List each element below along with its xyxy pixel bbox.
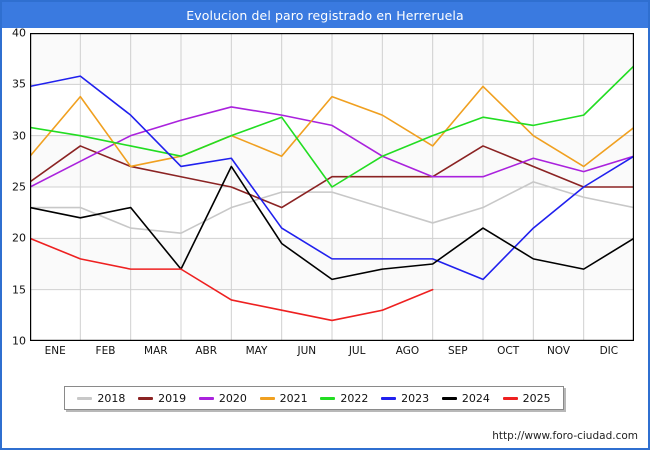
- y-axis-tick-label: 40: [12, 26, 26, 40]
- legend-label-2022: 2022: [340, 391, 369, 405]
- y-axis-tick-label: 35: [12, 77, 26, 91]
- legend-swatch-2025: [502, 396, 518, 400]
- legend-swatch-2021: [259, 396, 275, 400]
- page-title: Evolucion del paro registrado en Herreru…: [186, 7, 464, 23]
- legend-swatch-2023: [381, 396, 397, 400]
- y-axis-tick-label: 15: [12, 283, 26, 297]
- x-axis-tick-label-ene: ENE: [44, 345, 66, 357]
- legend-item-2018[interactable]: 2018: [77, 392, 125, 405]
- line-chart-svg: [30, 33, 634, 341]
- y-axis: 10 15 20 25 30 35 40: [2, 26, 28, 348]
- legend-swatch-2020: [198, 396, 214, 400]
- y-axis-tick-label: 10: [12, 334, 26, 348]
- x-axis-tick-label-ago: AGO: [395, 345, 420, 357]
- x-axis-tick-label-nov: NOV: [546, 345, 571, 357]
- legend-swatch-2024: [441, 396, 457, 400]
- y-axis-tick-label: 20: [12, 231, 26, 245]
- plot-area: [30, 33, 634, 341]
- window-title-bar: Evolucion del paro registrado en Herreru…: [2, 2, 648, 28]
- chart-legend: 2018 2019 2020 2021 2022 2023 2024 2025: [64, 386, 564, 410]
- series-line-2021: [30, 85, 634, 168]
- legend-label-2024: 2024: [461, 391, 490, 405]
- x-axis-tick-label-jul: JUL: [348, 345, 366, 357]
- x-axis-tick-label-may: MAY: [245, 345, 268, 357]
- x-axis-tick-label-feb: FEB: [95, 345, 116, 357]
- legend-item-2021[interactable]: 2021: [259, 391, 308, 405]
- x-axis-tick-label-oct: OCT: [497, 345, 520, 357]
- legend-label-2018: 2018: [97, 391, 126, 405]
- y-axis-tick-label: 30: [12, 129, 26, 143]
- x-axis-tick-label-jun: JUN: [297, 345, 317, 357]
- y-axis-tick-label: 25: [12, 180, 26, 194]
- series-line-2022: [30, 65, 634, 188]
- x-axis-tick-label-dic: DIC: [599, 345, 619, 357]
- legend-swatch-2019: [138, 396, 154, 400]
- legend-label-2020: 2020: [218, 391, 247, 405]
- legend-label-2021: 2021: [279, 391, 308, 405]
- legend-label-2025: 2025: [522, 391, 551, 405]
- legend-label-2019: 2019: [158, 391, 187, 405]
- legend-item-2023[interactable]: 2023: [381, 392, 429, 405]
- legend-swatch-2018: [77, 396, 93, 400]
- legend-swatch-2022: [320, 396, 336, 400]
- legend-item-2024[interactable]: 2024: [441, 391, 490, 405]
- x-axis: ENE FEB MAR ABR MAY JUN JUL AGO SEP OCT NOV DIC: [30, 343, 634, 363]
- x-axis-tick-label-abr: ABR: [195, 345, 217, 357]
- legend-item-2022[interactable]: 2022: [320, 392, 368, 405]
- series-line-2024: [30, 165, 634, 281]
- source-url: http://www.foro-ciudad.com: [492, 430, 638, 442]
- series-line-2023: [30, 75, 634, 281]
- x-axis-tick-label-sep: SEP: [448, 345, 468, 357]
- legend-label-2023: 2023: [401, 391, 430, 405]
- legend-item-2025[interactable]: 2025: [502, 391, 551, 405]
- series-line-2018: [30, 181, 634, 234]
- x-axis-tick-label-mar: MAR: [144, 345, 168, 357]
- series-line-2025: [30, 237, 434, 322]
- legend-item-2020[interactable]: 2020: [198, 391, 247, 405]
- series-line-2020: [30, 106, 634, 188]
- legend-item-2019[interactable]: 2019: [138, 392, 186, 405]
